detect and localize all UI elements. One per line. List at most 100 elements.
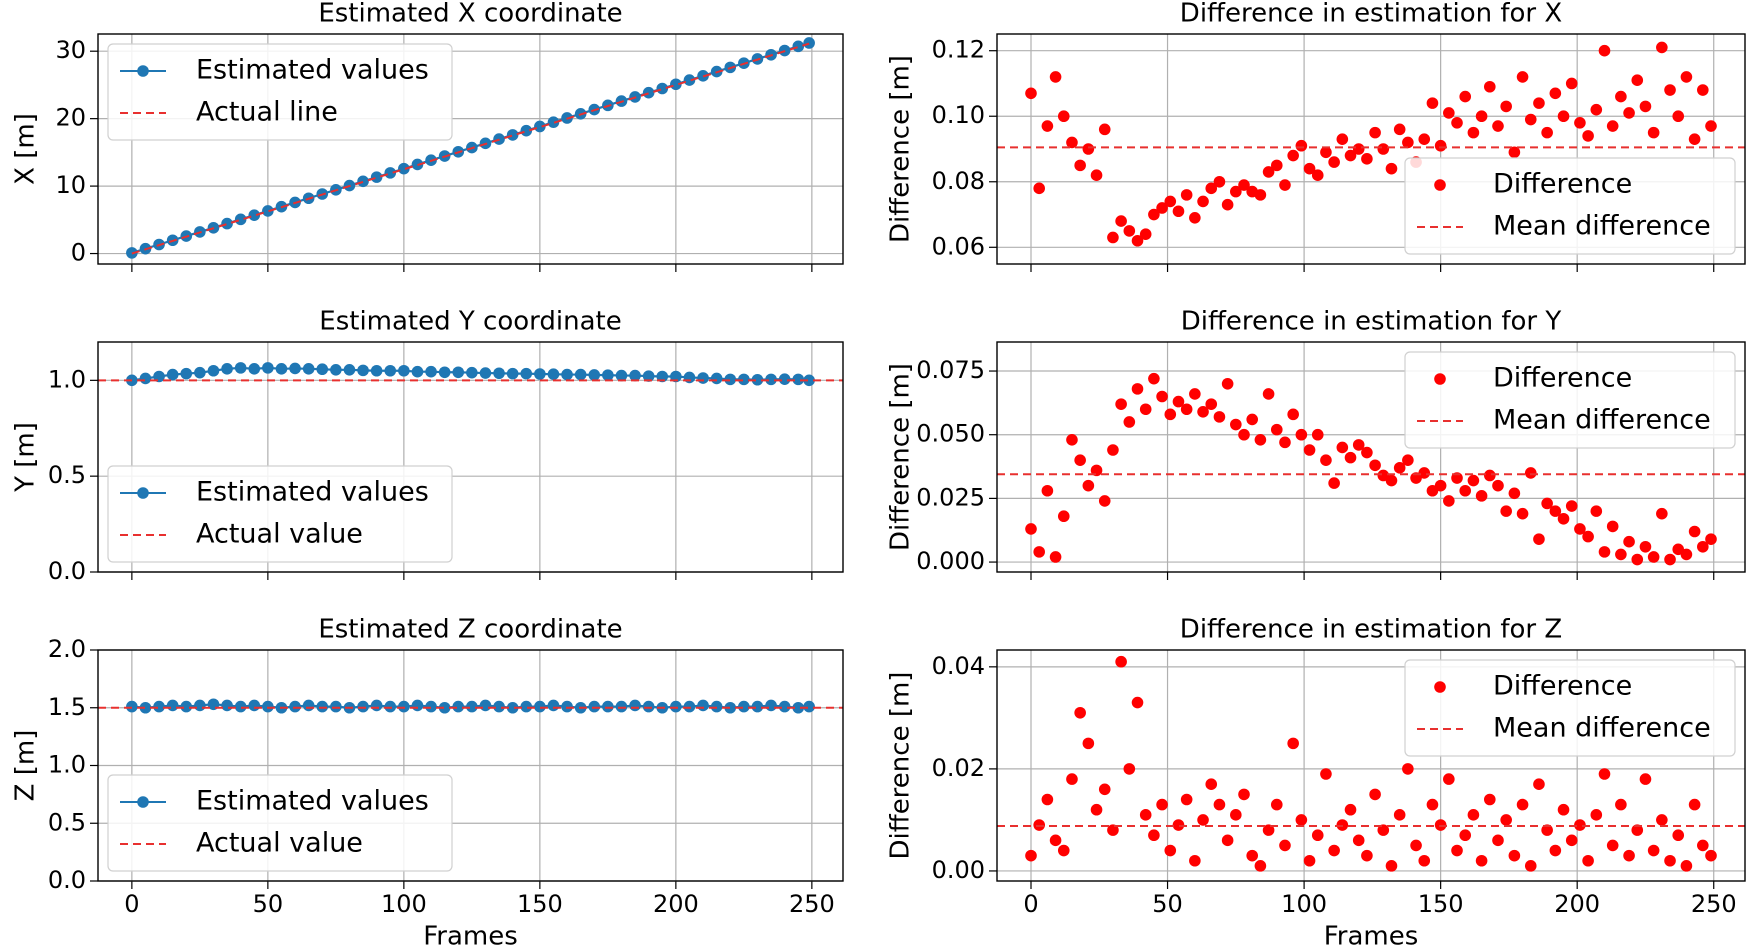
point	[1303, 854, 1316, 867]
legend-label: Mean difference	[1493, 713, 1711, 744]
point	[1156, 202, 1168, 214]
y-tick-label: 1.0	[48, 365, 86, 393]
point	[1074, 159, 1086, 172]
point	[1090, 803, 1103, 816]
point	[1533, 533, 1545, 545]
point	[1262, 166, 1275, 178]
point	[1565, 77, 1578, 90]
point	[1057, 110, 1070, 123]
point	[1139, 809, 1152, 821]
point	[1459, 90, 1472, 103]
axes-frame	[97, 341, 844, 573]
point	[1631, 74, 1644, 86]
point	[1451, 116, 1463, 129]
point	[248, 699, 261, 712]
y-tick-label: 0.0	[48, 866, 86, 894]
point	[1197, 405, 1209, 418]
chart-title: Estimated Y coordinate	[319, 307, 621, 337]
point	[1328, 844, 1340, 857]
point	[1197, 195, 1209, 208]
point	[221, 217, 233, 230]
x-tick-label: 100	[1281, 890, 1327, 918]
point	[1033, 546, 1045, 558]
point	[1582, 530, 1594, 543]
point	[1549, 505, 1562, 517]
point	[1303, 444, 1316, 456]
point	[370, 364, 383, 377]
point	[466, 366, 478, 379]
point	[1459, 484, 1472, 497]
point	[1377, 143, 1390, 155]
point	[792, 40, 805, 53]
point	[1238, 428, 1250, 441]
x-axis-label: Frames	[423, 922, 518, 951]
point	[1664, 84, 1676, 96]
point	[438, 701, 451, 714]
point	[1565, 834, 1578, 847]
point	[1189, 212, 1201, 224]
legend-label: Estimated values	[196, 786, 429, 817]
point	[1025, 87, 1037, 100]
legend-label: Difference	[1493, 671, 1632, 702]
point	[1606, 520, 1619, 533]
point	[1336, 133, 1349, 145]
point	[1598, 768, 1611, 780]
legend-box	[107, 774, 453, 872]
point	[1213, 411, 1226, 423]
point	[180, 367, 193, 380]
point	[493, 700, 505, 713]
point	[1418, 467, 1431, 479]
point	[629, 369, 641, 382]
point	[697, 699, 709, 712]
x-tick-label: 200	[1554, 890, 1600, 918]
point	[1410, 839, 1422, 852]
point	[1590, 809, 1603, 821]
point	[1320, 454, 1332, 466]
point	[1631, 824, 1644, 836]
point	[1033, 819, 1045, 831]
point	[139, 372, 152, 385]
point	[1656, 41, 1668, 54]
point	[262, 205, 274, 217]
point	[1361, 446, 1373, 459]
y-tick-label: 0	[71, 239, 86, 267]
point	[452, 700, 465, 713]
y-axis-label: X [m]	[11, 113, 41, 185]
point	[1221, 198, 1234, 211]
point	[1311, 169, 1324, 182]
point	[574, 368, 587, 381]
point	[1385, 162, 1398, 175]
point	[1270, 798, 1283, 811]
legend-label: Actual line	[196, 97, 338, 128]
point	[1254, 434, 1267, 446]
point	[1475, 110, 1488, 123]
point	[1139, 228, 1152, 240]
point	[1148, 372, 1160, 385]
point	[1647, 551, 1660, 563]
point	[1393, 123, 1406, 136]
point	[642, 700, 655, 713]
point	[778, 700, 791, 713]
point	[1664, 854, 1676, 867]
point	[1656, 507, 1668, 520]
axes-frame	[996, 649, 1746, 882]
chart-title: Difference in estimation for Y	[1181, 307, 1562, 337]
point	[1098, 123, 1111, 136]
point	[629, 699, 641, 712]
point	[1221, 377, 1234, 390]
point	[1451, 844, 1463, 857]
point	[1279, 839, 1291, 852]
point	[1639, 773, 1652, 785]
point	[1623, 849, 1635, 862]
point	[1336, 441, 1349, 454]
point	[1508, 146, 1521, 159]
legend-label: Estimated values	[196, 55, 429, 86]
point	[1074, 706, 1086, 719]
x-tick-label: 0	[1023, 890, 1038, 918]
point	[1213, 175, 1226, 188]
point	[384, 700, 397, 713]
point	[207, 364, 220, 377]
point	[1656, 814, 1668, 826]
point	[1189, 854, 1201, 867]
